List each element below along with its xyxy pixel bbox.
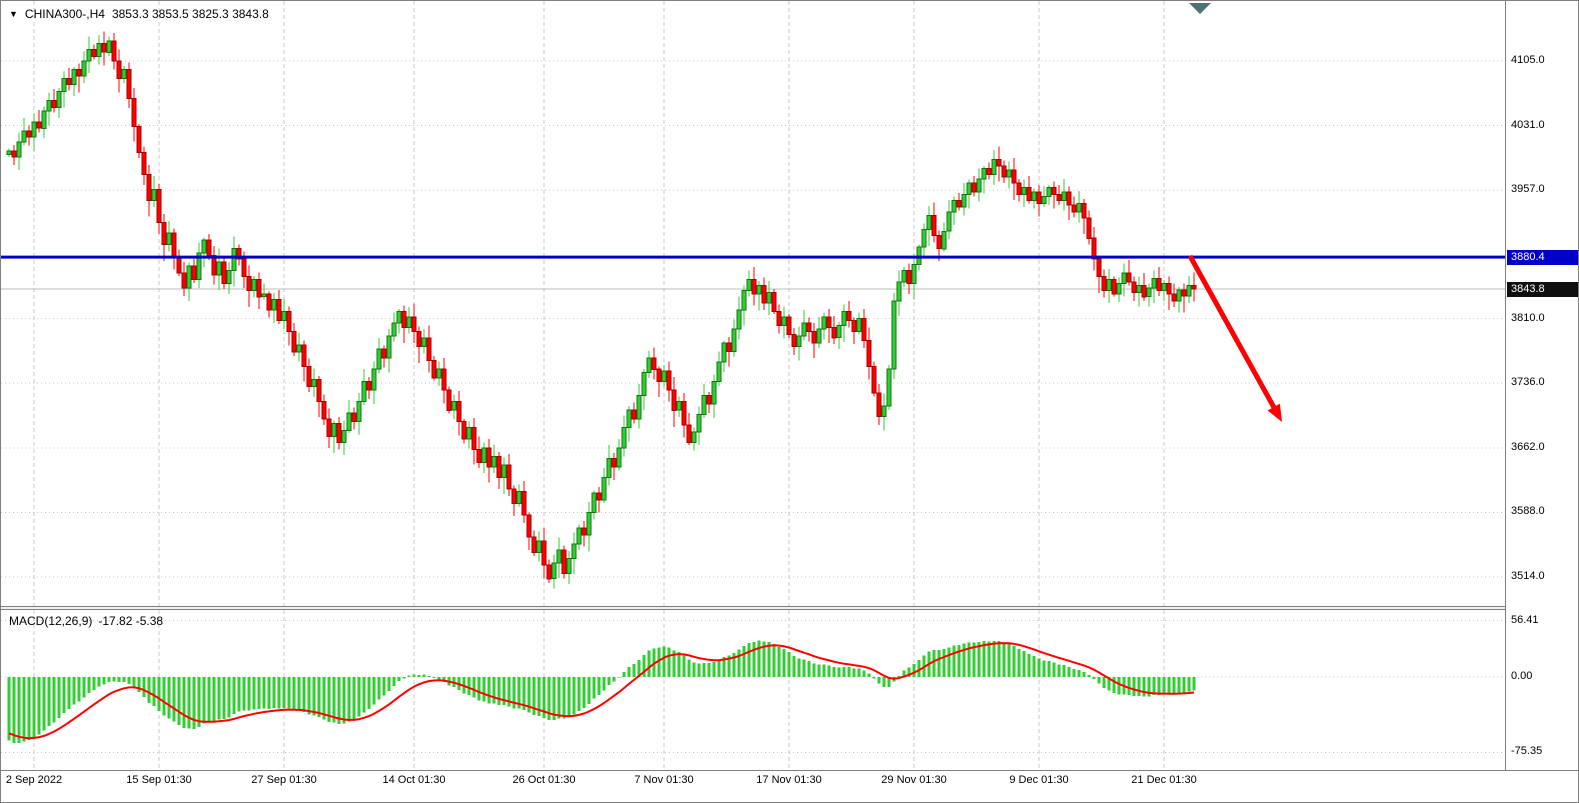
time-tick-label: 2 Sep 2022 [5,774,63,786]
indicator-label: MACD(12,26,9) -17.82 -5.38 [9,614,163,628]
candles [6,31,1197,589]
price-tick-label: 3514.0 [1511,570,1545,582]
price-tick-label: 3662.0 [1511,440,1545,453]
bid-price-box: 3843.8 [1507,281,1578,297]
macd-grid [1,610,1505,770]
ohlc-values-label: 3853.3 3853.5 3825.3 3843.8 [111,7,269,21]
price-tick-label: 3810.0 [1511,311,1545,324]
time-tick-label: 9 Dec 01:30 [1009,774,1069,786]
time-axis[interactable]: 2 Sep 2022 15 Sep 01:30 27 Sep 01:30 14 Oct… [1,770,1578,802]
price-chart-canvas[interactable] [1,1,1505,606]
trend-arrow[interactable] [1187,254,1282,422]
grid [1,1,1505,606]
macd-histogram [7,640,1196,743]
time-tick-label: 15 Sep 01:30 [126,774,192,786]
time-tick-label: 27 Sep 01:30 [251,774,317,786]
price-tick-label: 3736.0 [1511,376,1545,389]
price-tick-label: 3957.0 [1511,183,1545,196]
macd-tick-label: 0.00 [1511,670,1533,682]
time-tick-label: 7 Nov 01:30 [634,774,694,786]
chart-header: ▼ CHINA300-,H4 3853.3 3853.5 3825.3 3843… [9,7,269,21]
macd-tick-label: 56.41 [1511,613,1539,626]
price-axis[interactable]: 4105.0 4031.0 3957.0 3810.0 3736.0 3662.0 3588… [1505,1,1578,770]
quick-trade-toggle-icon[interactable]: ▼ [9,9,18,19]
macd-values-label: -17.82 -5.38 [98,614,164,628]
price-tick-label: 4031.0 [1511,118,1545,131]
time-tick-label: 17 Nov 01:30 [756,774,822,786]
price-tick-label: 3588.0 [1511,505,1545,518]
time-tick-label: 14 Oct 01:30 [382,774,446,786]
hline-price-box: 3880.4 [1507,249,1578,265]
macd-indicator-canvas[interactable] [1,610,1505,770]
macd-signal-line [8,642,1195,740]
time-tick-label: 29 Nov 01:30 [881,774,947,786]
macd-tick-label: -75.35 [1511,745,1543,758]
chart-shift-marker[interactable] [1189,3,1211,14]
symbol-period-label: CHINA300-,H4 [24,7,105,21]
macd-name-label: MACD(12,26,9) [9,614,93,628]
price-tick-label: 4105.0 [1511,54,1545,66]
time-tick-label: 26 Oct 01:30 [512,774,576,786]
time-tick-label: 21 Dec 01:30 [1131,774,1197,786]
panel-divider[interactable] [1,606,1505,610]
